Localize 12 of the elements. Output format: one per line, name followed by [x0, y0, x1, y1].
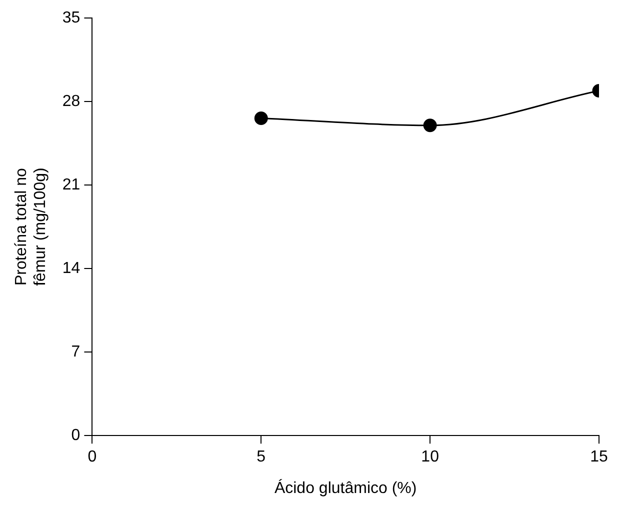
x-tick-label: 0 — [88, 448, 97, 466]
x-tick-label: 10 — [421, 448, 440, 466]
y-tick-label: 14 — [62, 260, 80, 277]
y-tick-label: 7 — [71, 343, 80, 360]
x-tick-label: 15 — [590, 448, 608, 466]
y-tick-label: 0 — [71, 427, 80, 444]
y-tick-label: 35 — [62, 9, 80, 26]
y-tick-label: 28 — [62, 92, 80, 110]
x-tick-label: 5 — [256, 448, 266, 466]
x-axis-title: Ácido glutâmico (%) — [274, 478, 417, 497]
y-tick-label: 21 — [62, 176, 80, 194]
y-axis-title: Proteína total no fêmur (mg/100g) — [13, 168, 50, 286]
